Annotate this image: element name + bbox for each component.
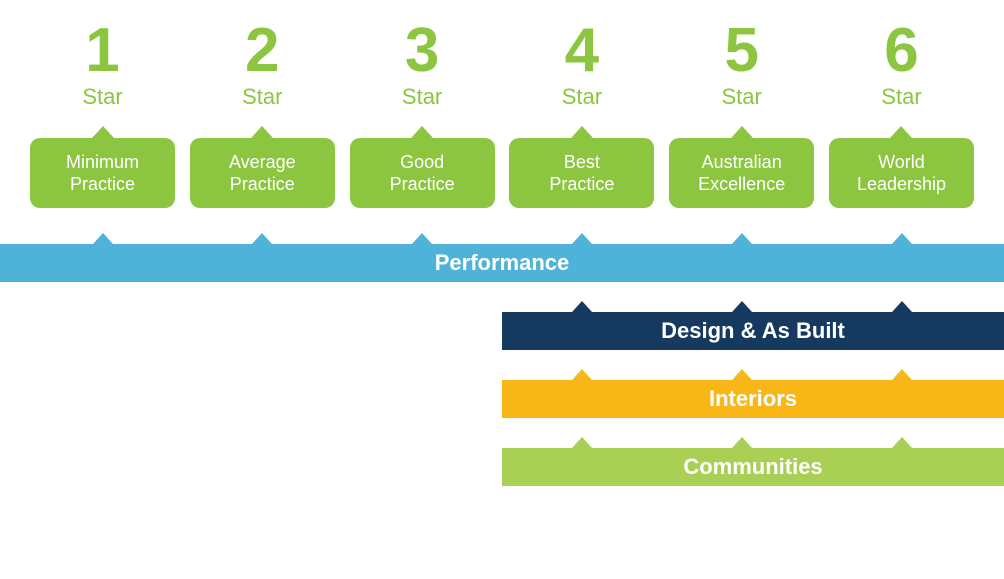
star-number: 1 [30, 20, 175, 82]
pointer-icon [252, 233, 272, 244]
bar-label: Performance [435, 250, 570, 276]
rating-infographic: 1 Star 2 Star 3 Star 4 Star 5 Star 6 Sta… [30, 20, 974, 516]
bar-label: Interiors [709, 386, 797, 412]
star-number: 4 [509, 20, 654, 82]
star-number: 5 [669, 20, 814, 82]
star-label: Star [350, 84, 495, 110]
bar-label: Communities [683, 454, 822, 480]
practice-average: Average Practice [190, 138, 335, 208]
star-col-4: 4 Star [509, 20, 654, 110]
star-label: Star [829, 84, 974, 110]
pointer-icon [572, 369, 592, 380]
pointer-icon [732, 369, 752, 380]
star-label: Star [669, 84, 814, 110]
star-col-2: 2 Star [190, 20, 335, 110]
bar-performance: Performance [0, 244, 1004, 282]
practice-excellence: Australian Excellence [669, 138, 814, 208]
pointer-icon [892, 437, 912, 448]
star-label: Star [190, 84, 335, 110]
practice-world: World Leadership [829, 138, 974, 208]
star-number: 3 [350, 20, 495, 82]
practice-label: Australian Excellence [698, 151, 785, 196]
pointer-icon [572, 437, 592, 448]
bar-design-as-built: Design & As Built [502, 312, 1004, 350]
star-number: 6 [829, 20, 974, 82]
bar-label: Design & As Built [661, 318, 845, 344]
practice-row: Minimum Practice Average Practice Good P… [30, 138, 974, 208]
practice-label: Good Practice [390, 151, 455, 196]
star-number: 2 [190, 20, 335, 82]
practice-label: Best Practice [549, 151, 614, 196]
pointer-icon [572, 301, 592, 312]
stars-row: 1 Star 2 Star 3 Star 4 Star 5 Star 6 Sta… [30, 20, 974, 110]
star-col-3: 3 Star [350, 20, 495, 110]
star-label: Star [509, 84, 654, 110]
practice-good: Good Practice [350, 138, 495, 208]
practice-best: Best Practice [509, 138, 654, 208]
star-label: Star [30, 84, 175, 110]
category-bars: Performance Design & As Built Interiors Com… [30, 244, 974, 486]
practice-label: Average Practice [229, 151, 296, 196]
pointer-icon [732, 233, 752, 244]
star-col-1: 1 Star [30, 20, 175, 110]
pointer-icon [892, 233, 912, 244]
pointer-icon [892, 369, 912, 380]
practice-label: World Leadership [857, 151, 946, 196]
star-col-6: 6 Star [829, 20, 974, 110]
pointer-icon [93, 233, 113, 244]
pointer-icon [732, 301, 752, 312]
practice-minimum: Minimum Practice [30, 138, 175, 208]
bar-interiors: Interiors [502, 380, 1004, 418]
pointer-icon [732, 437, 752, 448]
practice-label: Minimum Practice [66, 151, 139, 196]
pointer-icon [412, 233, 432, 244]
bar-communities: Communities [502, 448, 1004, 486]
star-col-5: 5 Star [669, 20, 814, 110]
pointer-icon [572, 233, 592, 244]
pointer-icon [892, 301, 912, 312]
